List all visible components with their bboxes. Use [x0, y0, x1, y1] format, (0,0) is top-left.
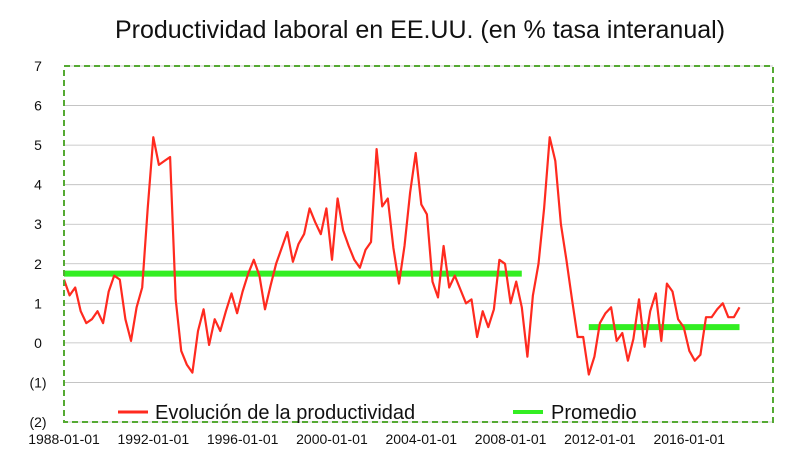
- y-tick-label: (2): [29, 414, 46, 430]
- y-tick-label: 1: [34, 295, 42, 311]
- y-tick-label: 6: [34, 98, 42, 114]
- y-tick-label: 5: [34, 137, 42, 153]
- y-axis-ticks: 7 6 5 4 3 2 1 0 (1) (2): [29, 58, 46, 430]
- legend-label-average: Promedio: [551, 402, 637, 424]
- plot-frame: [63, 65, 774, 423]
- x-tick-label: 2004-01-01: [385, 431, 457, 447]
- productivity-line: [62, 136, 741, 376]
- y-tick-label: 0: [34, 335, 42, 351]
- legend: Evolución de la productividad Promedio: [118, 402, 637, 424]
- horizontal-grid: [64, 65, 773, 423]
- x-tick-label: 1996-01-01: [207, 431, 279, 447]
- x-tick-label: 2016-01-01: [653, 431, 725, 447]
- x-tick-label: 1992-01-01: [118, 431, 190, 447]
- y-tick-label: 7: [34, 58, 42, 74]
- x-axis-ticks: 1988-01-01 1992-01-01 1996-01-01 2000-01-01…: [28, 431, 725, 447]
- y-tick-label: 4: [34, 177, 42, 193]
- y-tick-label: 2: [34, 256, 42, 272]
- chart-title: Productividad laboral en EE.UU. (en % ta…: [115, 16, 725, 44]
- y-tick-label: 3: [34, 216, 42, 232]
- x-tick-label: 1988-01-01: [28, 431, 100, 447]
- x-tick-label: 2000-01-01: [296, 431, 368, 447]
- y-tick-label: (1): [29, 374, 46, 390]
- legend-label-productivity: Evolución de la productividad: [155, 402, 415, 424]
- x-tick-label: 2012-01-01: [564, 431, 636, 447]
- series-layer: [62, 136, 741, 376]
- x-tick-label: 2008-01-01: [475, 431, 547, 447]
